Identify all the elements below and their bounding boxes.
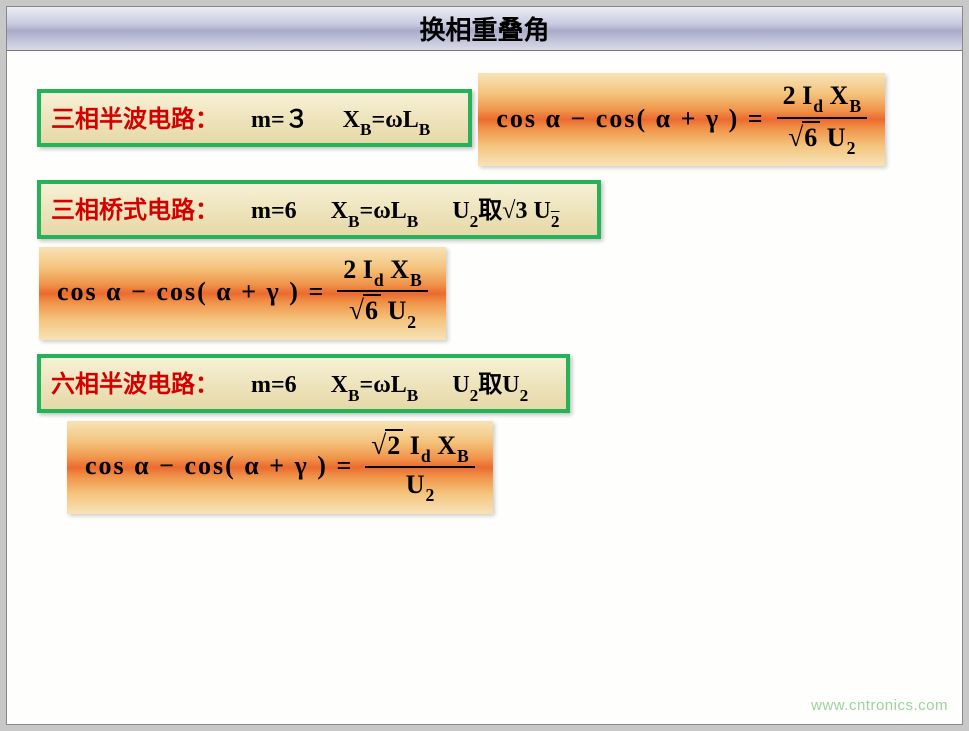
fraction: 2 Id XB √6 U2 <box>777 81 868 156</box>
fraction-bar <box>777 117 868 119</box>
numerator: 2 Id XB <box>337 255 428 289</box>
denominator: U2 <box>400 470 441 504</box>
watermark: www.cntronics.com <box>811 697 948 714</box>
content-area: 三相半波电路： m=３ XB=ωLB cos α − cos( α + γ ) … <box>7 51 962 514</box>
section-six-phase-half: 六相半波电路： m=6 XB=ωLB U2取U2 cos α − cos( α … <box>37 354 932 514</box>
equation-box: cos α − cos( α + γ ) = √2 Id XB U2 <box>67 421 493 514</box>
param-xb: XB=ωLB <box>331 198 419 224</box>
section-three-phase-bridge: 三相桥式电路： m=6 XB=ωLB U2取√3 U2 cos α − cos(… <box>37 180 932 340</box>
param-m: m=３ <box>251 107 309 133</box>
slide: 换相重叠角 三相半波电路： m=３ XB=ωLB cos α − cos( α … <box>6 6 963 725</box>
section-three-phase-half: 三相半波电路： m=３ XB=ωLB cos α − cos( α + γ ) … <box>37 73 932 166</box>
page-title: 换相重叠角 <box>419 10 549 47</box>
equation-lhs: cos α − cos( α + γ ) = <box>496 104 764 134</box>
fraction: √2 Id XB U2 <box>365 429 475 504</box>
param-m: m=6 <box>251 372 297 398</box>
equation-lhs: cos α − cos( α + γ ) = <box>57 277 325 307</box>
equation-box: cos α − cos( α + γ ) = 2 Id XB √6 U2 <box>39 247 446 340</box>
equation-lhs: cos α − cos( α + γ ) = <box>85 451 353 481</box>
fraction: 2 Id XB √6 U2 <box>337 255 428 330</box>
param-m: m=6 <box>251 198 297 224</box>
param-xb: XB=ωLB <box>343 107 431 133</box>
title-bar: 换相重叠角 <box>7 7 962 51</box>
param-u2: U2取U2 <box>452 372 528 398</box>
header-box: 三相桥式电路： m=6 XB=ωLB U2取√3 U2 <box>37 180 601 239</box>
denominator: √6 U2 <box>782 121 861 157</box>
denominator: √6 U2 <box>343 294 422 330</box>
numerator: √2 Id XB <box>365 429 475 465</box>
header-box: 三相半波电路： m=３ XB=ωLB <box>37 89 472 148</box>
fraction-bar <box>337 290 428 292</box>
circuit-name: 三相半波电路： <box>51 107 219 133</box>
fraction-bar <box>365 466 475 468</box>
param-u2: U2取√3 U2 <box>452 198 559 224</box>
header-box: 六相半波电路： m=6 XB=ωLB U2取U2 <box>37 354 570 413</box>
circuit-name: 三相桥式电路： <box>51 198 219 224</box>
equation-box: cos α − cos( α + γ ) = 2 Id XB √6 U2 <box>478 73 885 166</box>
param-xb: XB=ωLB <box>331 372 419 398</box>
circuit-name: 六相半波电路： <box>51 372 219 398</box>
numerator: 2 Id XB <box>777 81 868 115</box>
